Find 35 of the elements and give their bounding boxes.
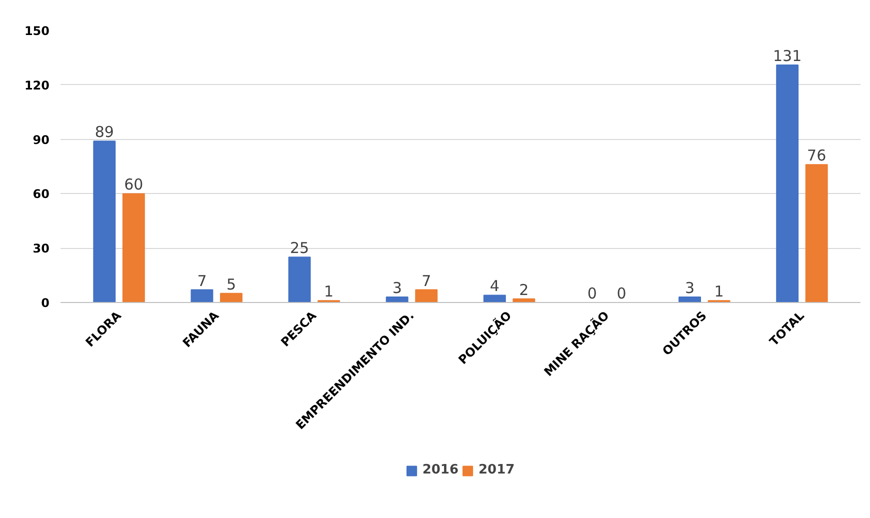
bar xyxy=(288,256,311,302)
data-label: 76 xyxy=(807,146,826,165)
bar xyxy=(678,296,701,302)
data-label: 5 xyxy=(226,275,236,294)
data-label: 25 xyxy=(290,239,310,258)
data-label: 3 xyxy=(392,279,402,298)
data-label: 7 xyxy=(422,272,432,290)
y-tick-label: 120 xyxy=(24,78,50,92)
data-label: 60 xyxy=(124,176,144,194)
bar xyxy=(220,292,242,302)
data-label: 0 xyxy=(587,284,597,302)
bar xyxy=(386,296,408,302)
data-label: 0 xyxy=(616,284,626,302)
bar xyxy=(415,289,438,302)
y-tick-label: 0 xyxy=(41,296,50,310)
data-label: 131 xyxy=(773,46,802,65)
legend-label: 2016 xyxy=(422,462,458,478)
bar xyxy=(93,140,116,302)
bar xyxy=(805,164,828,302)
y-tick-label: 60 xyxy=(32,187,50,202)
data-label: 2 xyxy=(519,280,529,299)
bar xyxy=(483,294,506,302)
data-label: 3 xyxy=(684,279,695,298)
bar xyxy=(190,289,214,302)
bar xyxy=(776,64,799,302)
legend-label: 2017 xyxy=(478,462,515,478)
data-label: 1 xyxy=(714,282,724,301)
y-tick-label: 150 xyxy=(24,24,50,38)
y-tick-label: 90 xyxy=(32,132,50,147)
bar xyxy=(122,193,145,302)
data-label: 4 xyxy=(490,277,500,296)
y-tick-label: 30 xyxy=(32,242,50,256)
data-label: 89 xyxy=(94,123,114,142)
data-label: 1 xyxy=(324,282,334,301)
data-label: 7 xyxy=(197,272,207,290)
